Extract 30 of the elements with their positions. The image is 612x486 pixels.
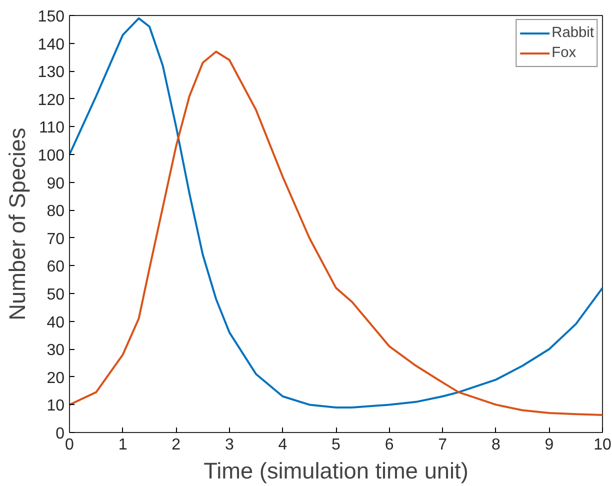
x-tick-label: 9 [544,436,554,454]
x-axis-title: Time (simulation time unit) [204,458,468,484]
legend-label: Fox [552,45,576,61]
y-tick-label: 30 [46,342,65,360]
y-axis-title: Number of Species [4,128,30,320]
y-tick-label: 140 [38,36,65,54]
y-tick-label: 90 [46,175,65,192]
y-tick-label: 80 [46,203,65,220]
x-tick-label: 10 [594,436,612,454]
y-tick-label: 10 [46,398,65,415]
y-tick-label: 60 [46,258,65,276]
x-tick-label: 4 [278,436,288,454]
y-tick-label: 50 [46,286,65,304]
y-tick-label: 120 [38,92,65,109]
x-tick-label: 6 [384,436,394,454]
y-tick-label: 20 [46,370,65,387]
y-tick-label: 130 [38,64,65,82]
y-tick-label: 40 [46,314,65,332]
x-tick-label: 1 [118,436,128,454]
legend-label: Rabbit [552,25,594,41]
x-tick-label: 3 [224,436,234,454]
y-tick-label: 0 [56,426,65,442]
y-tick-label: 100 [38,148,65,164]
y-tick-label: 110 [38,120,65,137]
x-tick-label: 8 [491,436,500,454]
y-tick-label: 150 [38,8,65,26]
x-tick-label: 2 [172,436,181,454]
x-tick-label: 5 [332,436,341,454]
x-tick-label: 7 [438,436,448,454]
y-tick-label: 70 [46,230,65,248]
